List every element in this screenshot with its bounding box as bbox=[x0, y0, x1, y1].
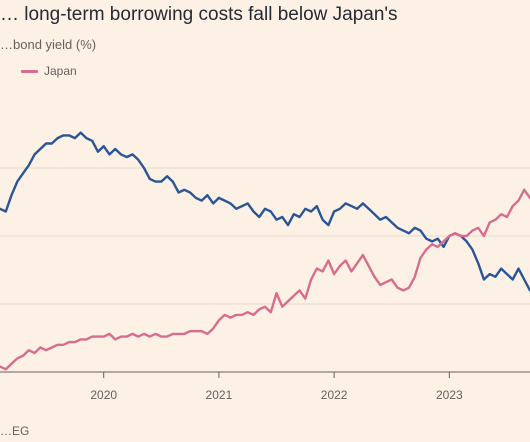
chart-title: … long-term borrowing costs fall below J… bbox=[0, 4, 398, 25]
series-line-japan bbox=[0, 188, 530, 371]
x-axis: 2020 2021 2022 2023 bbox=[0, 371, 530, 402]
series-lines bbox=[0, 131, 530, 371]
chart-legend: Japan bbox=[21, 64, 77, 78]
x-tick-label: 2020 bbox=[90, 388, 117, 402]
x-tick-label: 2023 bbox=[436, 388, 463, 402]
x-tick-label: 2021 bbox=[206, 388, 233, 402]
grid-lines bbox=[0, 167, 530, 305]
x-tick-label: 2022 bbox=[321, 388, 348, 402]
source-note: …EG bbox=[0, 424, 30, 438]
chart-subtitle: …bond yield (%) bbox=[0, 37, 97, 52]
legend-swatch-japan bbox=[21, 69, 38, 73]
legend-label-japan: Japan bbox=[44, 64, 77, 78]
series-line-series_a bbox=[0, 131, 530, 292]
